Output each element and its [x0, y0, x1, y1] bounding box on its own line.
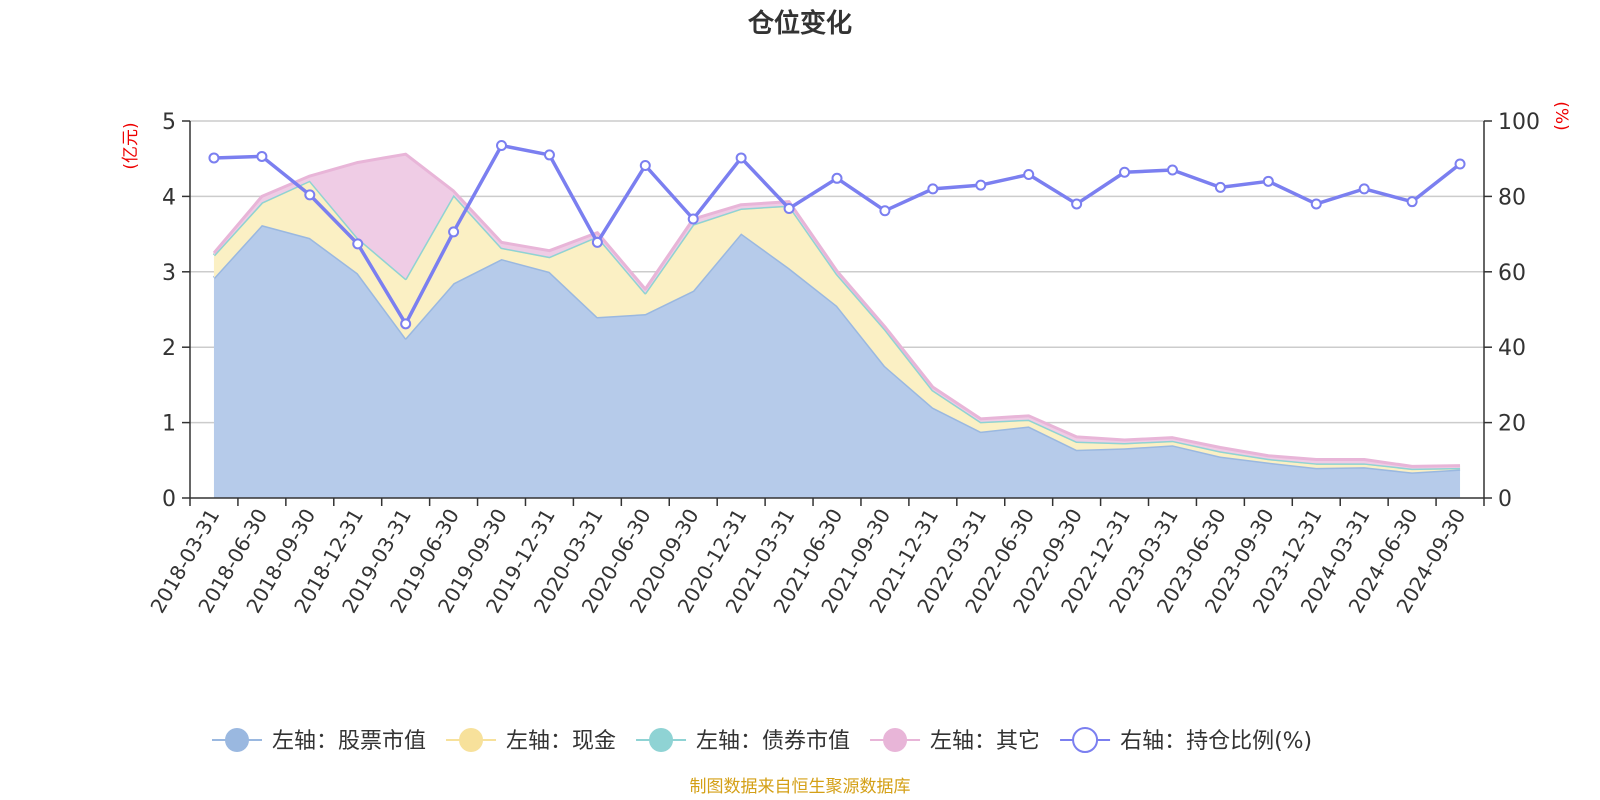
line-point — [1406, 196, 1418, 208]
left-tick-label: 1 — [162, 412, 176, 437]
line-point — [687, 213, 699, 225]
right-tick-label: 60 — [1498, 261, 1526, 286]
line-point — [304, 189, 316, 201]
holding-ratio-line — [208, 140, 1466, 330]
right-tick-label: 0 — [1498, 487, 1512, 512]
line-point — [591, 236, 603, 248]
left-tick-label: 5 — [162, 110, 176, 135]
legend-marker — [649, 728, 674, 752]
area-左轴：股票市值 — [213, 225, 1461, 498]
line-point — [783, 202, 795, 214]
line-point — [496, 140, 508, 152]
line-point — [448, 226, 460, 238]
line-point — [879, 205, 891, 217]
legend-label: 右轴：持仓比例(%) — [1120, 729, 1312, 754]
line-point — [1358, 183, 1370, 195]
legend-item[interactable]: 左轴：其它 — [870, 728, 1040, 754]
right-tick-label: 100 — [1498, 110, 1540, 135]
legend-label: 左轴：其它 — [930, 729, 1040, 754]
left-tick-label: 3 — [162, 261, 176, 286]
line-point — [735, 152, 747, 164]
line-point — [1119, 166, 1131, 178]
right-tick-label: 40 — [1498, 336, 1526, 361]
left-tick-label: 2 — [162, 336, 176, 361]
line-point — [352, 238, 364, 250]
right-tick-label: 20 — [1498, 412, 1526, 437]
line-point — [1023, 169, 1035, 181]
line-point — [1214, 181, 1226, 193]
line-point — [1454, 158, 1466, 170]
line-point — [1071, 198, 1083, 210]
left-axis-unit: (亿元) — [121, 122, 141, 169]
legend-item[interactable]: 右轴：持仓比例(%) — [1060, 727, 1312, 754]
data-source-note: 制图数据来自恒生聚源数据库 — [690, 777, 911, 797]
legend-marker — [225, 728, 249, 752]
legend-label: 左轴：债券市值 — [696, 729, 850, 754]
stacked-areas — [212, 152, 1461, 498]
line-point — [543, 149, 555, 161]
right-axis-unit: (%) — [1551, 101, 1571, 130]
legend-marker — [883, 728, 908, 752]
legend: 左轴：股票市值 左轴：现金 左轴：债券市值 左轴：其它 右轴：持仓比例(%) — [212, 727, 1312, 754]
legend-label: 左轴：现金 — [506, 729, 616, 754]
right-tick-label: 80 — [1498, 185, 1526, 210]
line-point — [927, 183, 939, 195]
area-左轴：其它 — [213, 154, 1461, 469]
line-point — [639, 159, 651, 171]
line-point — [256, 150, 268, 162]
legend-item[interactable]: 左轴：债券市值 — [636, 728, 850, 754]
legend-marker — [459, 728, 484, 752]
line-point — [400, 318, 412, 330]
legend-item[interactable]: 左轴：现金 — [446, 728, 616, 754]
legend-item[interactable]: 左轴：股票市值 — [212, 728, 426, 754]
line-point — [208, 152, 220, 164]
line-point — [975, 179, 987, 191]
line-point — [831, 172, 843, 184]
legend-label: 左轴：股票市值 — [272, 729, 426, 754]
line-point — [1166, 164, 1178, 176]
chart-title: 仓位变化 — [747, 8, 852, 39]
line-point — [1262, 175, 1274, 187]
line-point — [1310, 198, 1322, 210]
left-tick-label: 4 — [162, 185, 176, 210]
left-tick-label: 0 — [162, 487, 176, 512]
area-edge-左轴：其它 — [212, 152, 1461, 468]
legend-marker — [1072, 727, 1099, 753]
